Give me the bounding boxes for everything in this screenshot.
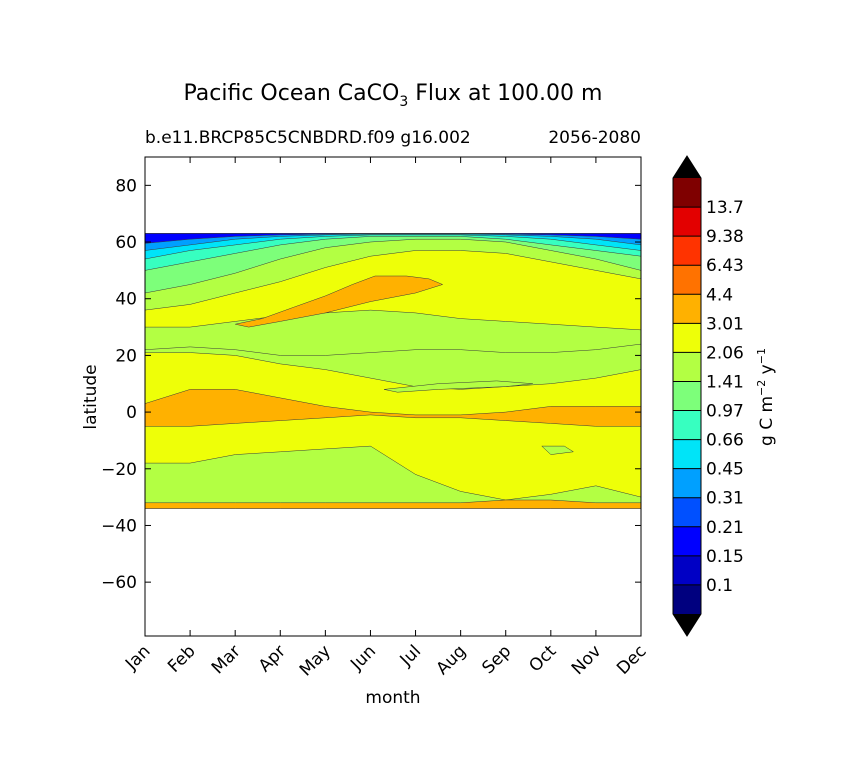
colorbar-level-label-8: 2.06 xyxy=(706,343,744,363)
colorbar-level-label-0: 0.1 xyxy=(706,576,733,596)
colorbar-bin-8 xyxy=(673,352,701,382)
colorbar-level-label-4: 0.45 xyxy=(706,460,744,480)
colorbar-level-label-10: 4.4 xyxy=(706,285,733,305)
colorbar-bin-3 xyxy=(673,497,701,527)
colorbar-bin-12 xyxy=(673,236,701,266)
x-axis-label: month xyxy=(365,688,420,708)
colorbar-level-label-3: 0.31 xyxy=(706,489,744,509)
colorbar-bin-14 xyxy=(673,178,701,208)
contour-blob-0 xyxy=(235,275,444,328)
y-tick-label-6: −40 xyxy=(101,516,137,536)
x-tick-label-oct: Oct xyxy=(525,641,560,676)
x-tick-label-jan: Jan xyxy=(121,641,154,674)
y-tick-label-3: 20 xyxy=(115,346,137,366)
x-tick-label-nov: Nov xyxy=(568,641,606,679)
x-tick-label-feb: Feb xyxy=(164,641,199,676)
y-tick-label-4: 0 xyxy=(126,403,137,423)
x-tick-label-mar: Mar xyxy=(208,641,245,678)
colorbar-level-label-9: 3.01 xyxy=(706,314,744,334)
colorbar-bin-6 xyxy=(673,410,701,440)
contour-blob-1 xyxy=(383,380,533,393)
plot-fills xyxy=(144,233,642,509)
colorbar-level-label-11: 6.43 xyxy=(706,256,744,276)
colorbar-level-label-5: 0.66 xyxy=(706,431,744,451)
colorbar-bin-2 xyxy=(673,526,701,556)
x-tick-label-jun: Jun xyxy=(346,641,380,675)
colorbar-level-label-7: 1.41 xyxy=(706,372,744,392)
x-tick-label-aug: Aug xyxy=(433,641,471,679)
y-tick-label-0: 80 xyxy=(115,176,137,196)
colorbar-level-label-6: 0.97 xyxy=(706,402,744,422)
colorbar-bin-13 xyxy=(673,207,701,237)
colorbar-bin-10 xyxy=(673,294,701,324)
x-tick-label-dec: Dec xyxy=(613,641,650,678)
y-axis: 80 60 40 20 0 −20 −40 −60 xyxy=(101,176,641,593)
chart-subtitle-left: b.e11.BRCP85C5CNBDRD.f09 g16.002 xyxy=(145,128,471,148)
chart-title: Pacific Ocean CaCO3 Flux at 100.00 m xyxy=(184,81,603,110)
colorbar: 0.1 0.15 0.21 0.31 0.45 0.66 0.97 1.41 2.06 3.01 4… xyxy=(672,155,744,637)
colorbar-extend-max xyxy=(673,156,701,178)
colorbar-bin-9 xyxy=(673,323,701,353)
colorbar-level-label-2: 0.21 xyxy=(706,518,744,538)
x-tick-label-may: May xyxy=(296,641,335,680)
colorbar-bin-11 xyxy=(673,265,701,295)
y-axis-label: latitude xyxy=(81,364,101,429)
colorbar-bin-0 xyxy=(673,584,701,614)
y-tick-label-5: −20 xyxy=(101,460,137,480)
colorbar-bin-5 xyxy=(673,439,701,469)
colorbar-level-label-12: 9.38 xyxy=(706,227,744,247)
y-tick-label-2: 40 xyxy=(115,290,137,310)
x-tick-label-jul: Jul xyxy=(396,641,425,670)
contour-blob-2 xyxy=(541,445,575,455)
colorbar-bin-1 xyxy=(673,555,701,585)
colorbar-level-label-1: 0.15 xyxy=(706,547,744,567)
colorbar-label: g C m−2 y−1 xyxy=(755,348,777,446)
chart-subtitle-right: 2056-2080 xyxy=(548,128,641,148)
x-tick-label-sep: Sep xyxy=(478,641,515,678)
colorbar-bin-7 xyxy=(673,381,701,411)
y-tick-label-7: −60 xyxy=(101,573,137,593)
y-tick-label-1: 60 xyxy=(115,233,137,253)
colorbar-level-label-13: 13.7 xyxy=(706,198,744,218)
colorbar-outline xyxy=(672,155,702,637)
colorbar-extend-min xyxy=(673,614,701,636)
plot-frame xyxy=(144,156,642,637)
x-tick-label-apr: Apr xyxy=(255,641,290,676)
colorbar-bin-4 xyxy=(673,468,701,498)
